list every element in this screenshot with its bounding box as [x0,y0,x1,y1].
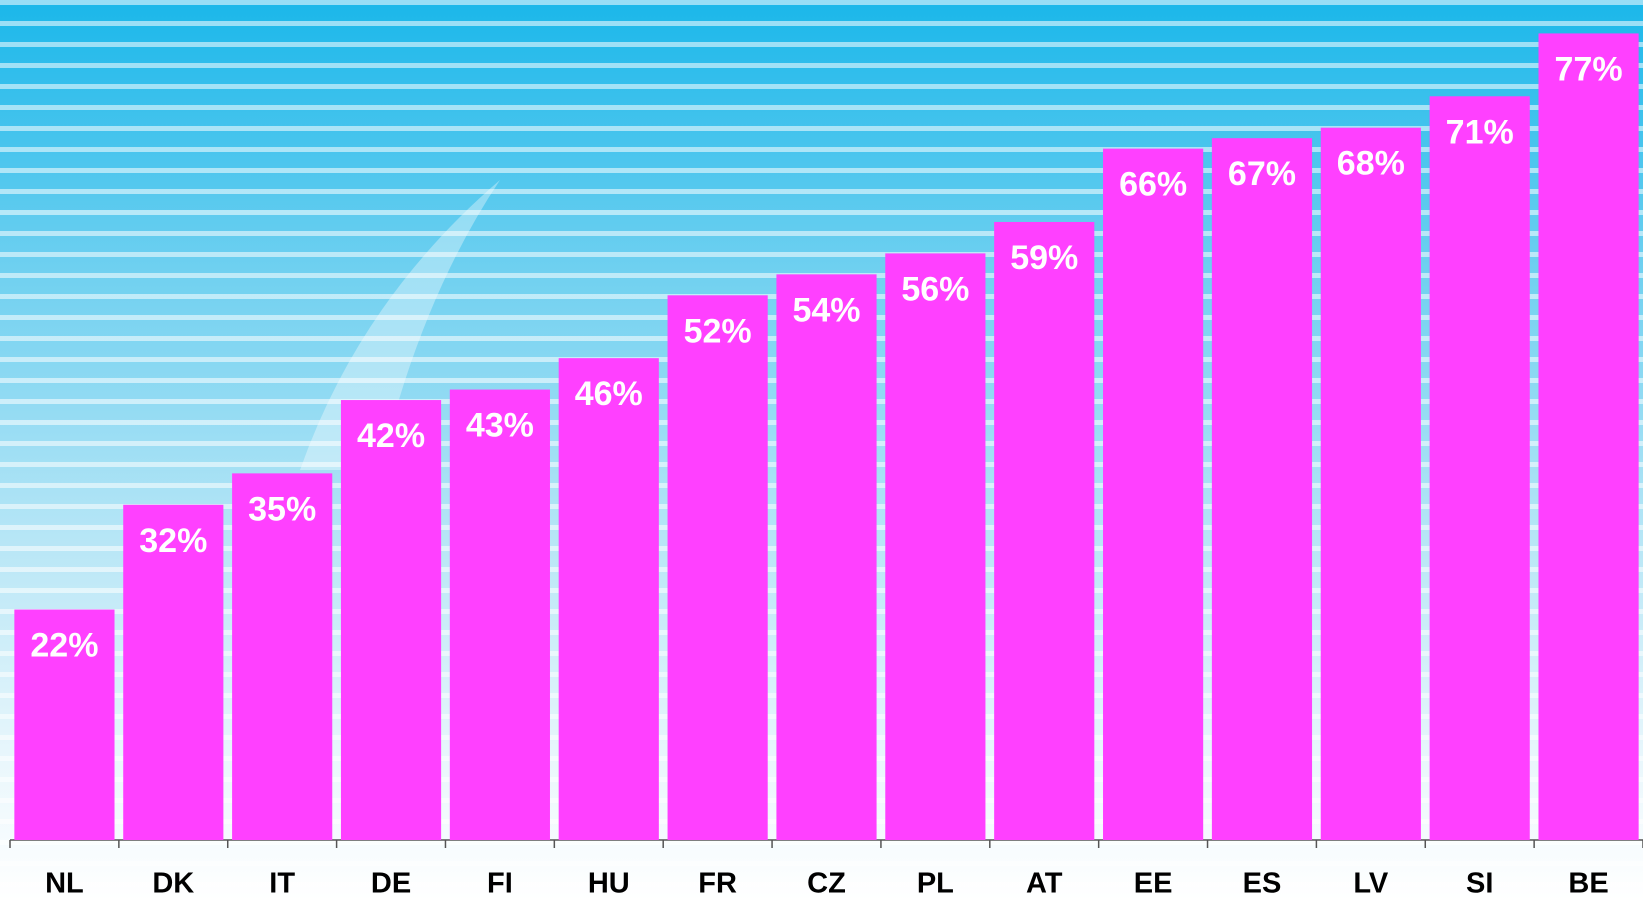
x-tick-label: IT [269,868,295,900]
bar [449,389,550,840]
bar [1211,138,1313,841]
bar [667,295,768,840]
bar [1103,148,1204,840]
x-tick-label: BE [1568,868,1608,900]
value-label: 77% [1555,50,1623,88]
bar [232,473,333,840]
x-tick-label: FI [487,868,513,900]
x-tick-label: CZ [807,868,846,900]
value-label: 54% [792,291,860,329]
x-tick-label: ES [1243,868,1282,900]
bar [994,221,1095,841]
x-tick-label: NL [45,868,84,900]
bar [1429,96,1530,840]
value-label: 42% [357,417,425,455]
value-label: 22% [30,627,98,665]
x-tick-label: DE [371,868,411,900]
value-label: 32% [139,522,207,560]
bar [558,358,659,840]
x-tick-label: HU [588,868,630,900]
value-label: 71% [1446,113,1514,151]
bar [776,274,877,841]
value-label: 56% [901,270,969,308]
bar [1538,33,1639,841]
x-tick-label: FR [698,868,737,900]
x-tick-label: LV [1353,868,1389,900]
value-label: 46% [575,375,643,413]
value-label: 35% [248,490,316,528]
x-tick-label: AT [1026,868,1063,900]
value-label: 67% [1228,155,1296,193]
value-label: 68% [1337,145,1405,183]
value-label: 66% [1119,166,1187,204]
bar [885,253,986,840]
bar [1320,127,1421,840]
x-tick-label: PL [917,868,954,900]
bar [14,609,115,840]
bar [340,400,442,840]
bar [123,504,224,840]
x-tick-label: EE [1134,868,1173,900]
x-tick-label: DK [152,868,194,900]
value-label: 59% [1010,239,1078,277]
x-tick-label: SI [1466,868,1493,900]
value-label: 43% [466,407,534,445]
swoosh [300,180,500,470]
value-label: 52% [684,312,752,350]
